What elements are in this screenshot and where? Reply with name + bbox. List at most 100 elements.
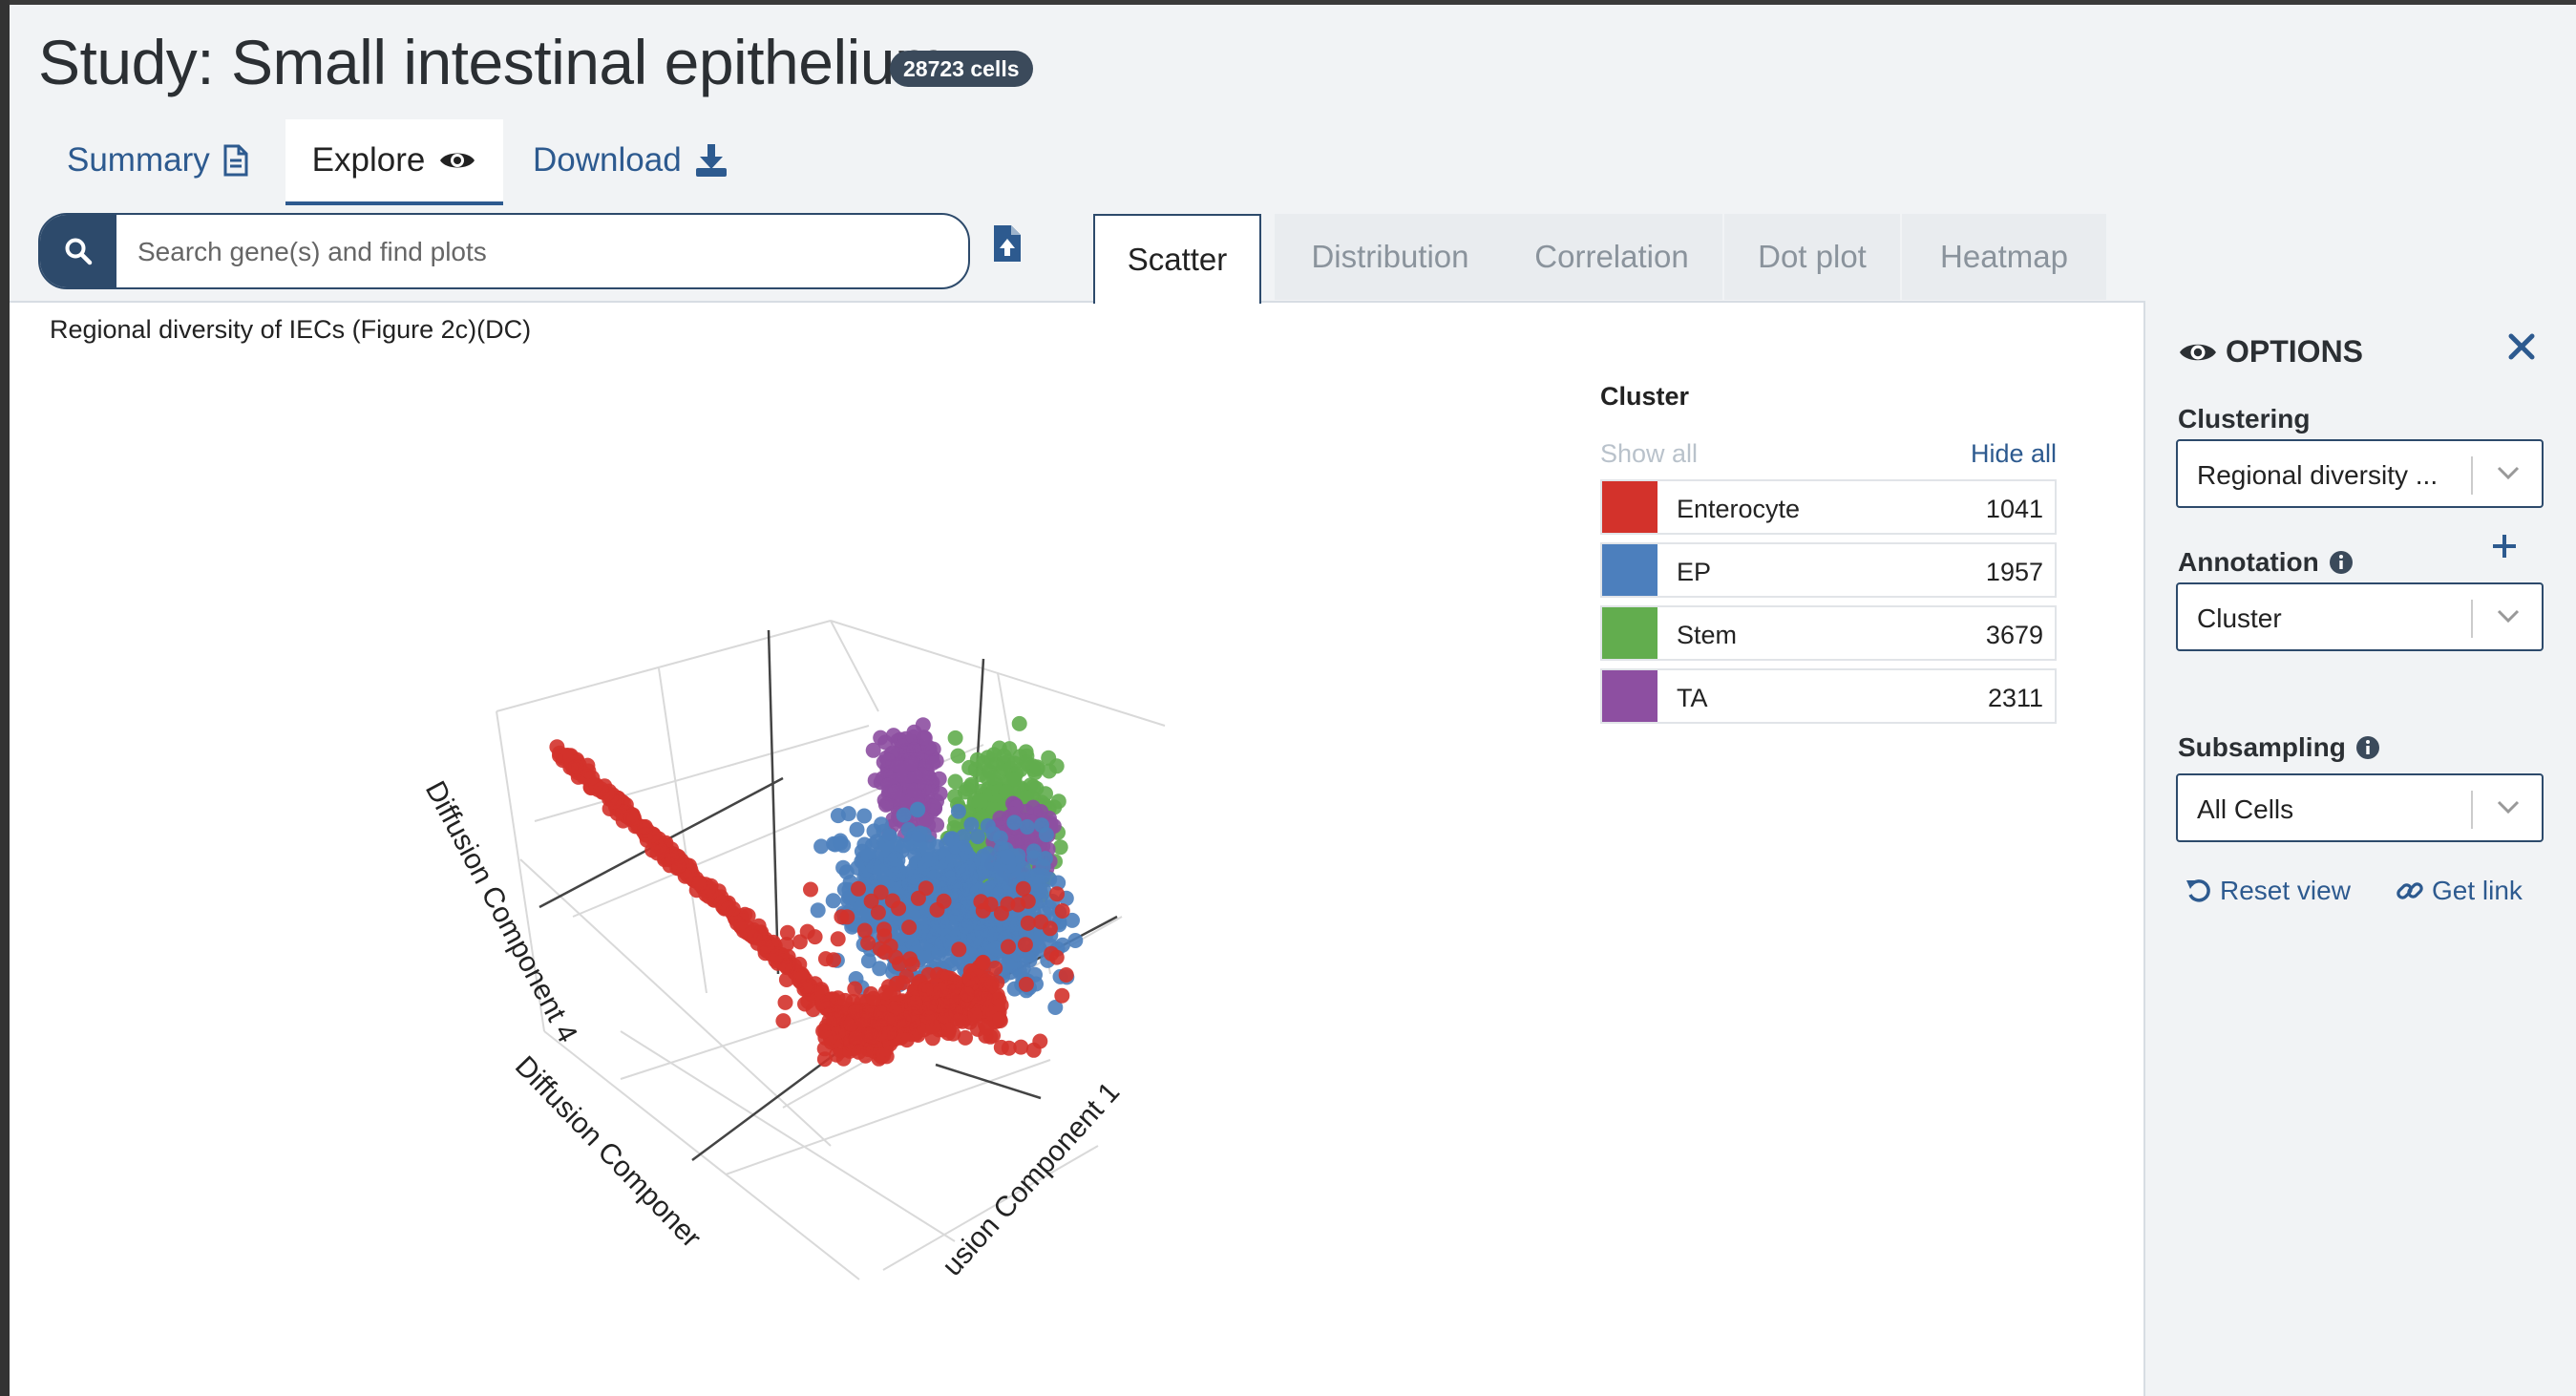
tab-heatmap[interactable]: Heatmap <box>1902 214 2106 300</box>
subsampling-label-text: Subsampling <box>2178 732 2346 762</box>
scatter-point <box>1044 945 1060 962</box>
scatter-point <box>826 1011 842 1027</box>
scatter-point <box>1021 831 1037 847</box>
window-edge <box>0 0 10 1396</box>
subsampling-select[interactable]: All Cells <box>2176 773 2544 842</box>
annotation-select[interactable]: Cluster <box>2176 582 2544 651</box>
get-link-label: Get link <box>2432 876 2523 905</box>
legend-count: 1041 <box>1985 495 2043 523</box>
scatter-point <box>978 991 994 1007</box>
hide-all-link[interactable]: Hide all <box>1971 439 2058 468</box>
scatter-point <box>637 818 653 835</box>
scatter-point <box>791 972 807 988</box>
tab-correlation[interactable]: Correlation <box>1501 214 1722 300</box>
scatter-points[interactable] <box>549 715 1084 1068</box>
tab-download[interactable]: Download <box>533 119 728 201</box>
reset-view-button[interactable]: Reset view <box>2185 876 2351 906</box>
scatter-point <box>896 807 912 823</box>
clustering-label: Clustering <box>2178 404 2310 434</box>
legend-swatch <box>1602 544 1658 596</box>
legend-swatch <box>1602 607 1658 659</box>
info-icon[interactable] <box>2329 550 2354 575</box>
scatter-point <box>877 734 894 751</box>
scatter-point <box>843 1016 859 1032</box>
tab-scatter[interactable]: Scatter <box>1093 214 1261 304</box>
legend-title: Cluster <box>1600 382 1690 411</box>
reset-view-label: Reset view <box>2220 876 2351 905</box>
document-icon <box>223 144 248 177</box>
scatter-point <box>881 1025 897 1041</box>
scatter-point <box>963 816 980 833</box>
upload-gene-list-button[interactable] <box>993 224 1022 267</box>
grid-line <box>620 1030 956 1242</box>
legend-swatch <box>1602 670 1658 722</box>
scatter-point <box>834 909 850 925</box>
undo-icon <box>2186 879 2210 902</box>
tab-summary[interactable]: Summary <box>67 119 248 201</box>
scatter-point <box>623 809 639 825</box>
scatter-point <box>792 956 808 972</box>
search-input[interactable] <box>136 215 961 287</box>
scatter-point <box>890 757 906 773</box>
scatter-point <box>958 1029 973 1046</box>
info-icon[interactable] <box>2355 735 2380 760</box>
axis-label-dc1: usion Component 1 <box>937 1076 1127 1281</box>
tab-heatmap-label: Heatmap <box>1940 239 2068 274</box>
legend-item-ep[interactable]: EP 1957 <box>1600 542 2057 598</box>
scatter-point <box>1000 849 1016 865</box>
scatter-point <box>920 852 937 868</box>
plus-icon <box>2493 535 2516 558</box>
scatter-point <box>1019 819 1035 835</box>
tab-summary-label: Summary <box>67 141 210 179</box>
scatter-point <box>925 798 941 814</box>
scatter-point <box>825 893 841 909</box>
cell-count-badge: 28723 cells <box>890 51 1033 87</box>
subsampling-label: Subsampling <box>2178 732 2380 763</box>
scatter-point <box>904 956 920 972</box>
legend-item-ta[interactable]: TA 2311 <box>1600 668 2057 724</box>
scatter-point <box>1067 933 1084 948</box>
search-button[interactable] <box>40 215 116 287</box>
scatter-point <box>967 761 983 777</box>
scatter-point <box>1038 827 1054 843</box>
scatter-point <box>1001 939 1016 955</box>
show-all-link[interactable]: Show all <box>1600 439 1699 468</box>
scatter-point <box>980 854 996 870</box>
get-link-button[interactable]: Get link <box>2396 876 2523 906</box>
tab-dot-plot-label: Dot plot <box>1758 239 1867 274</box>
scatter-point <box>816 1051 833 1068</box>
tab-distribution[interactable]: Distribution <box>1275 214 1506 300</box>
legend-item-enterocyte[interactable]: Enterocyte 1041 <box>1600 479 2057 535</box>
scatter-point <box>886 1001 902 1017</box>
scatter-point <box>942 870 959 886</box>
legend-label: Enterocyte <box>1677 495 1801 523</box>
scatter-point <box>1020 915 1036 931</box>
scatter-point <box>747 929 763 944</box>
scatter-point <box>799 923 815 940</box>
add-annotation-button[interactable] <box>2491 533 2518 564</box>
scatter-point <box>810 902 826 919</box>
clustering-select[interactable]: Regional diversity ... <box>2176 439 2544 508</box>
grid-line <box>496 620 832 712</box>
scatter-3d-plot[interactable]: Diffusion Component 4 Diffusion Componer… <box>0 0 2143 1396</box>
tab-dot-plot[interactable]: Dot plot <box>1724 214 1900 300</box>
close-options-button[interactable] <box>2506 331 2537 367</box>
axis-label-dc4: Diffusion Component 4 <box>419 776 583 1047</box>
scatter-point <box>972 793 988 809</box>
scatter-point <box>959 986 975 1003</box>
tab-correlation-label: Correlation <box>1534 239 1689 274</box>
scatter-point <box>860 953 876 969</box>
scatter-point <box>884 893 900 909</box>
scatter-point <box>779 960 795 976</box>
scatter-point <box>910 890 926 906</box>
scatter-point <box>926 869 942 885</box>
scatter-point <box>979 1020 995 1036</box>
scatter-point <box>969 829 985 845</box>
scatter-point <box>1011 715 1027 731</box>
tab-explore[interactable]: Explore <box>285 119 503 205</box>
legend-item-stem[interactable]: Stem 3679 <box>1600 605 2057 661</box>
scatter-point <box>876 944 893 961</box>
search-icon <box>65 238 93 265</box>
scatter-point <box>836 881 853 898</box>
scatter-point <box>849 821 865 837</box>
